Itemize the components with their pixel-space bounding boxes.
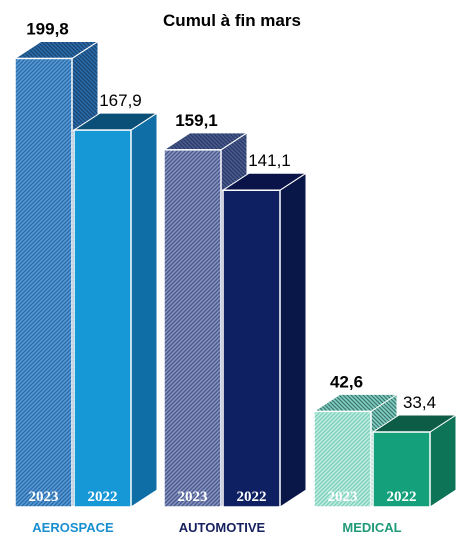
bar-2022-medical (372, 431, 431, 508)
bar-2023-automotive (163, 149, 222, 508)
value-label-2022-medical: 33,4 (403, 393, 436, 412)
bar-2023-aerospace (14, 57, 73, 508)
category-label-automotive: AUTOMOTIVE (179, 520, 266, 535)
labels-group: 199,8 167,9 2023 2022 AEROSPACE 159,1 141,1 202… (26, 19, 436, 535)
category-label-medical: MEDICAL (342, 520, 401, 535)
bar-2022-automotive-side (279, 172, 307, 508)
category-label-aerospace: AEROSPACE (32, 520, 114, 535)
value-label-2023-medical: 42,6 (330, 372, 363, 391)
bar-2023-medical (313, 410, 372, 508)
chart-title: Cumul à fin mars (163, 11, 301, 30)
year-label-2022-aerospace: 2022 (88, 489, 118, 505)
year-label-2022-automotive: 2022 (237, 489, 267, 505)
bars-group (13, 40, 458, 508)
bar-2022-aerospace (73, 129, 132, 508)
year-label-2023-automotive: 2023 (178, 489, 208, 505)
value-label-2023-automotive: 159,1 (175, 111, 218, 130)
value-label-2023-aerospace: 199,8 (26, 19, 69, 38)
bar-2022-aerospace-side (130, 112, 158, 508)
year-label-2022-medical: 2022 (387, 489, 417, 505)
year-label-2023-aerospace: 2023 (29, 489, 59, 505)
value-label-2022-aerospace: 167,9 (99, 91, 142, 110)
year-label-2023-medical: 2023 (328, 489, 358, 505)
bar-2022-automotive (222, 189, 281, 508)
value-label-2022-automotive: 141,1 (248, 151, 291, 170)
